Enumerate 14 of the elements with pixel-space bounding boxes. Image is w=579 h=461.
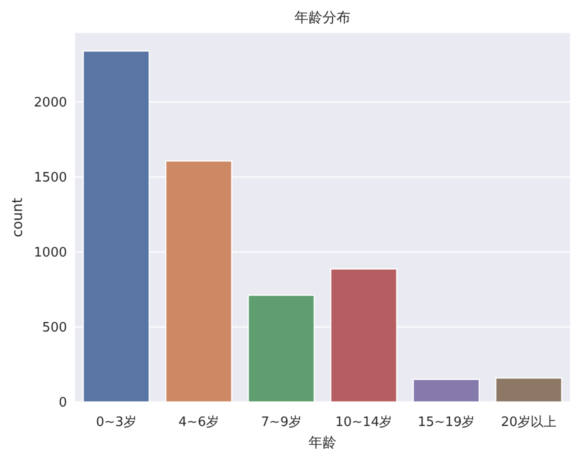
x-tick-label: 7~9岁	[261, 415, 302, 430]
x-tick-label: 10~14岁	[335, 415, 392, 430]
x-tick-label: 4~6岁	[178, 415, 219, 430]
y-tick-label: 1000	[34, 246, 67, 260]
y-tick-label: 0	[58, 396, 67, 410]
x-tick-label: 20岁以上	[500, 415, 557, 430]
y-axis-title: count	[10, 197, 26, 238]
x-axis-title: 年龄	[308, 435, 336, 451]
y-tick-label: 1500	[34, 170, 67, 186]
x-tick-label: 15~19岁	[418, 415, 475, 430]
chart-title: 年龄分布	[294, 10, 350, 26]
x-tick-label: 0~3岁	[96, 415, 136, 430]
y-tick-label: 2000	[34, 96, 67, 110]
y-tick-label: 500	[42, 320, 67, 336]
